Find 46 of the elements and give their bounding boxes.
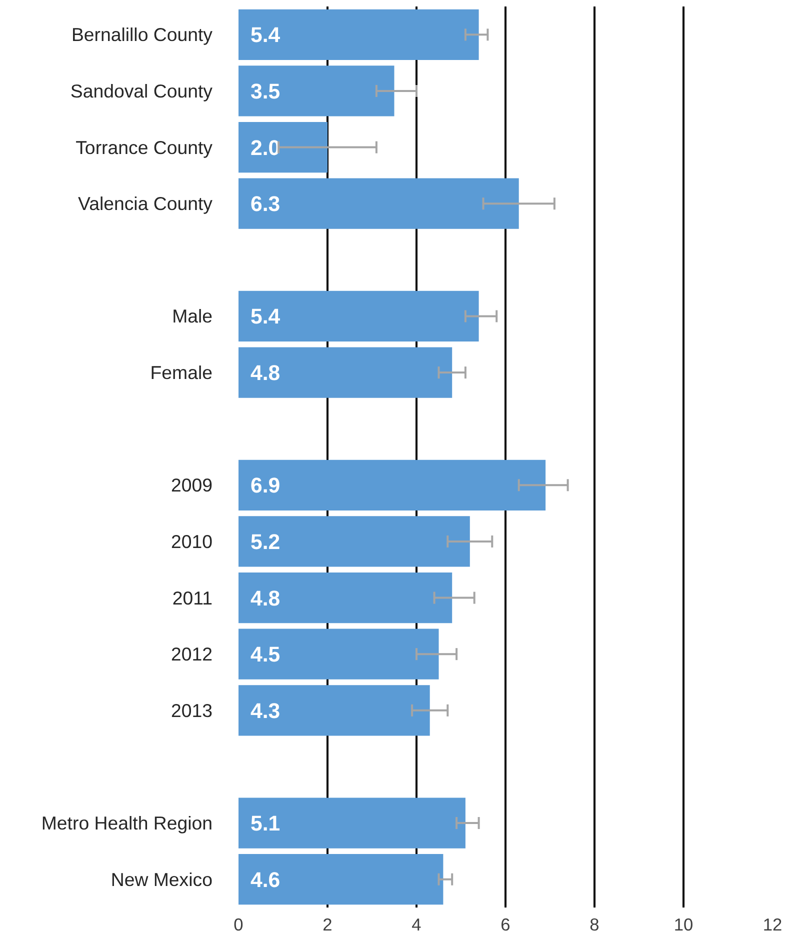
y-tick-label: 2012 bbox=[170, 644, 213, 665]
x-tick-label: 4 bbox=[412, 914, 422, 934]
y-tick-label: Metro Health Region bbox=[41, 812, 213, 834]
x-tick-label: 6 bbox=[500, 914, 510, 934]
x-tick-label: 10 bbox=[674, 914, 694, 934]
x-tick-label: 2 bbox=[322, 914, 332, 934]
data-label: 5.1 bbox=[250, 812, 280, 836]
y-tick-label: Sandoval County bbox=[70, 80, 214, 102]
data-label: 5.4 bbox=[250, 23, 280, 48]
y-tick-label: Male bbox=[172, 306, 212, 327]
y-tick-label: New Mexico bbox=[110, 868, 213, 890]
data-label: 4.5 bbox=[250, 642, 280, 667]
x-tick-label: 8 bbox=[590, 914, 600, 934]
y-tick-label: 2010 bbox=[170, 530, 213, 552]
data-label: 3.5 bbox=[250, 79, 280, 104]
bar bbox=[238, 516, 470, 567]
data-label: 4.6 bbox=[250, 868, 280, 892]
y-tick-label: 2013 bbox=[170, 700, 213, 721]
data-label: 5.2 bbox=[250, 530, 280, 554]
bar bbox=[238, 290, 479, 342]
bar bbox=[238, 178, 519, 229]
data-label: 4.8 bbox=[250, 586, 280, 610]
y-tick-label: Valencia County bbox=[78, 193, 214, 214]
bar bbox=[238, 854, 444, 905]
y-tick-label: Female bbox=[150, 362, 213, 384]
y-tick-label: 2011 bbox=[172, 587, 213, 608]
bar bbox=[238, 628, 439, 680]
data-label: 4.3 bbox=[250, 698, 280, 723]
bar bbox=[238, 122, 328, 173]
x-tick-label: 12 bbox=[762, 914, 782, 934]
data-label: 5.4 bbox=[250, 304, 280, 329]
data-label: 2.0 bbox=[250, 136, 280, 160]
data-label: 6.3 bbox=[250, 192, 280, 216]
y-tick-label: Bernalillo County bbox=[71, 24, 214, 46]
bar bbox=[238, 685, 430, 736]
bar bbox=[238, 347, 452, 398]
bar bbox=[238, 798, 466, 848]
bar bbox=[238, 9, 479, 60]
x-tick-label: 0 bbox=[234, 914, 244, 934]
data-label: 4.8 bbox=[250, 361, 280, 386]
y-tick-label: 2009 bbox=[170, 474, 213, 496]
bar bbox=[238, 460, 546, 510]
bar bbox=[238, 66, 394, 116]
data-label: 6.9 bbox=[250, 474, 280, 498]
y-tick-label: Torrance County bbox=[76, 136, 214, 158]
bar bbox=[238, 572, 452, 624]
